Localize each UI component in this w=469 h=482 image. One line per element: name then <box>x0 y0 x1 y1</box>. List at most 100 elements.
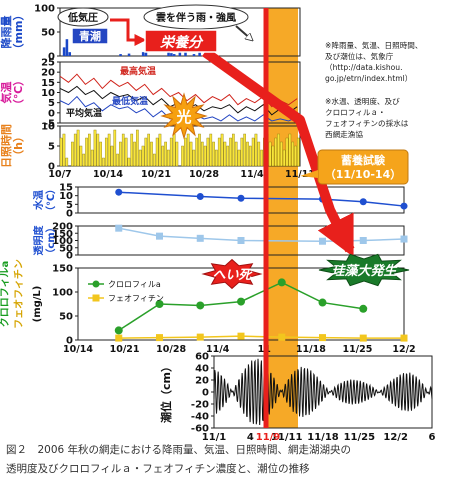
sun-ytick-label: 0 <box>48 162 55 173</box>
sun-bar <box>184 137 187 167</box>
trans-point <box>156 232 163 240</box>
blue-tide-box <box>71 27 109 45</box>
sun-bar <box>175 141 179 167</box>
tide-ytick-label: -20 <box>191 400 209 411</box>
chl-line <box>118 281 364 332</box>
pheo-point <box>278 333 286 341</box>
temp-ytick-label: 0 <box>48 108 55 119</box>
trans-ylabel: 透明度 （cm） <box>32 222 57 258</box>
wtemp-point <box>196 193 204 201</box>
tide-highlight-label: 11/9 <box>256 432 281 443</box>
sun-xtick-label: 10/28 <box>189 169 219 180</box>
rain-bar <box>144 50 148 56</box>
temp-ylabel: 気温 （℃） <box>0 75 25 110</box>
wtemp-ytick-label: 10 <box>59 191 73 202</box>
wtemp-ytick-label: 15 <box>59 183 73 194</box>
sun-bar <box>85 137 88 167</box>
sun-ylabel-line: （h） <box>12 131 25 161</box>
rain-bar <box>68 52 72 56</box>
sun-bar <box>113 129 117 167</box>
sun-bar <box>152 153 156 167</box>
rain-bar <box>192 54 196 56</box>
sun-bar <box>102 157 105 167</box>
culture-test-box <box>317 149 409 185</box>
sun-bar <box>257 141 261 167</box>
chl-point <box>196 301 205 310</box>
sun-bar <box>88 133 91 167</box>
wtemp-point <box>237 194 245 202</box>
pheo-ylabel: フェオフィチン <box>13 259 25 329</box>
sun-bar <box>237 149 241 167</box>
sun-bar <box>232 133 235 167</box>
sun-bar <box>251 137 255 167</box>
die-off-burst <box>201 258 263 290</box>
sun-bar <box>144 137 148 167</box>
chl-ytick-label: 100 <box>52 288 73 299</box>
trans-ytick-label: 0 <box>66 251 73 262</box>
sun-bar <box>155 137 159 167</box>
light-burst-icon <box>160 92 208 140</box>
sun-bar <box>65 157 69 167</box>
sun-bar <box>195 137 198 167</box>
trans-point <box>400 235 408 243</box>
rain-ytick-label: 0 <box>48 52 55 63</box>
tide-ytick-label: 60 <box>195 352 209 363</box>
tide-ytick-label: 0 <box>202 388 209 399</box>
legend-chl-marker <box>92 280 100 288</box>
tide-xtick-label: 11/18 <box>307 432 339 443</box>
sun-bar <box>172 133 176 167</box>
trans-ytick-label: 150 <box>52 229 73 240</box>
low-pressure-label: 低気圧 <box>67 11 98 24</box>
rain-bar <box>62 47 66 56</box>
temp-max-label: 最高気温 <box>120 65 156 77</box>
chl-ylabel-line: クロロフィルa <box>0 261 11 328</box>
sun-bar <box>76 129 80 167</box>
pheo-point <box>400 334 408 342</box>
pheo-point <box>115 334 123 342</box>
chl-point <box>155 300 164 308</box>
sun-bar <box>133 141 136 167</box>
sun-bar <box>150 141 153 167</box>
sun-bar <box>240 137 244 167</box>
rain-bar <box>167 51 170 56</box>
light-label: 光 <box>175 108 191 126</box>
sun-bar <box>246 141 249 167</box>
sun-bar <box>277 133 280 167</box>
tide-xtick-label: 11/1 <box>202 432 227 443</box>
sun-bar <box>220 133 224 167</box>
legend-pheo-label: フェオフィチン <box>108 294 164 303</box>
figure-caption-line1: 図２ 2006 年秋の網走における降雨量、気温、日照時間、網走湖湖央の <box>6 444 352 456</box>
sun-bar <box>206 137 210 167</box>
tide-xtick-label: 4 <box>247 432 254 443</box>
nutrient-arrow <box>202 47 355 258</box>
temp-ylabel-line: （℃） <box>12 75 25 110</box>
rain-bar <box>127 53 131 56</box>
sun-bar <box>282 149 286 167</box>
sun-bar <box>209 133 213 167</box>
sun-bar <box>164 141 167 167</box>
lowpressure-arrow <box>110 18 147 46</box>
legend-pheo-marker <box>92 294 100 302</box>
sun-bar <box>280 141 283 167</box>
sun-bar <box>99 141 102 167</box>
tide-ytick-label: 20 <box>195 376 209 387</box>
tide-ytick-label: 40 <box>195 364 209 375</box>
sun-bar <box>271 145 275 167</box>
sun-bar <box>169 137 173 167</box>
sun-bar <box>136 129 139 167</box>
trans-point <box>319 237 326 245</box>
sun-ylabel-line: 日照時間 <box>0 124 13 168</box>
rain-ylabel: 降雨量 （mm） <box>0 10 25 55</box>
sun-bar <box>291 141 294 167</box>
chl-ytick-label: 0 <box>66 336 73 347</box>
figure-caption-line2: 透明度及びクロロフィルａ・フェオフィチン濃度と、潮位の推移 <box>6 463 310 475</box>
tide-xtick-label: 11/11 <box>271 432 303 443</box>
chl-point <box>114 326 123 335</box>
chl-xtick-label: 10/14 <box>63 344 93 355</box>
temp-ytick-label: 5 <box>48 98 55 109</box>
trans-ytick-label: 200 <box>52 222 73 233</box>
wtemp-point <box>115 188 123 196</box>
trans-point <box>115 224 123 232</box>
